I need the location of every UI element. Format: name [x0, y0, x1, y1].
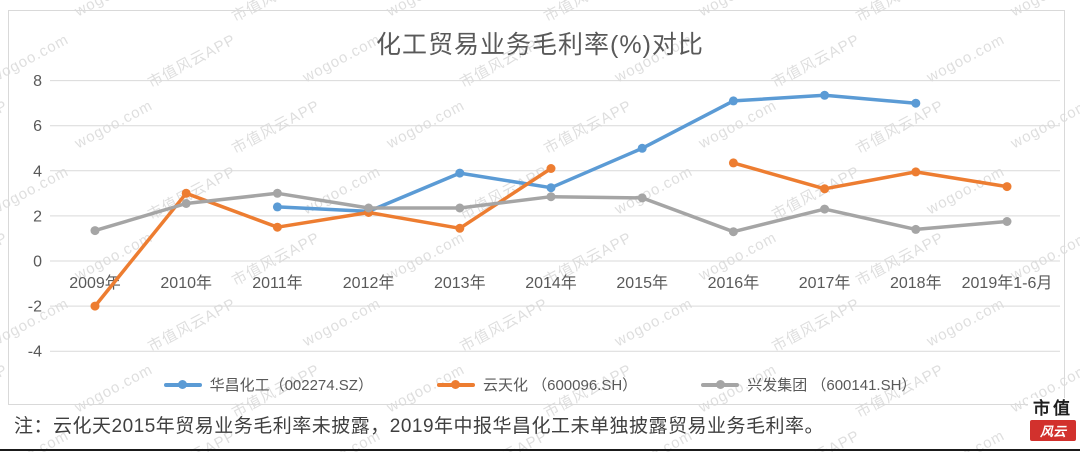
- logo-stamp-icon: 风云: [1030, 420, 1076, 442]
- svg-text:2010年: 2010年: [160, 274, 212, 292]
- svg-text:-4: -4: [28, 344, 42, 361]
- svg-text:4: 4: [33, 163, 42, 180]
- svg-text:2014年: 2014年: [525, 274, 577, 292]
- svg-text:8: 8: [33, 73, 42, 90]
- svg-text:2016年: 2016年: [708, 274, 760, 292]
- svg-text:2011年: 2011年: [252, 274, 302, 292]
- legend-item: 兴发集团 （600141.SH）: [701, 374, 916, 395]
- legend-label: 云天化 （600096.SH）: [482, 377, 638, 394]
- svg-text:-2: -2: [28, 299, 42, 316]
- note-row: 注：云化天2015年贸易业务毛利率未披露，2019年中报华昌化工未单独披露贸易业…: [14, 411, 1018, 438]
- shizhifengyun-logo: 市值 风云: [1028, 398, 1078, 442]
- legend-line-marker-icon: [436, 380, 475, 389]
- svg-text:2017年: 2017年: [799, 274, 851, 292]
- chart-title: 化工贸易业务毛利率(%)对比: [376, 31, 704, 59]
- svg-text:0: 0: [33, 254, 42, 271]
- legend-item: 华昌化工（002274.SZ）: [163, 374, 373, 395]
- legend-line-marker-icon: [701, 380, 740, 389]
- legend-label: 华昌化工（002274.SZ）: [209, 377, 373, 394]
- legend-line-marker-icon: [163, 380, 202, 389]
- svg-text:2013年: 2013年: [434, 274, 486, 292]
- svg-text:6: 6: [33, 118, 42, 135]
- svg-text:2019年1-6月: 2019年1-6月: [962, 274, 1053, 292]
- legend-label: 兴发集团 （600141.SH）: [747, 377, 917, 394]
- chart-border: [8, 10, 1065, 405]
- logo-top-text: 市值: [1033, 399, 1073, 418]
- note-text: 注：云化天2015年贸易业务毛利率未披露，2019年中报华昌化工未单独披露贸易业…: [14, 416, 825, 437]
- svg-text:2: 2: [33, 208, 42, 225]
- bottom-rule: [0, 449, 1080, 451]
- chart-legend: 华昌化工（002274.SZ） 云天化 （600096.SH） 兴发集团 （6001…: [0, 374, 1080, 395]
- svg-text:2015年: 2015年: [616, 274, 668, 292]
- legend-item: 云天化 （600096.SH）: [436, 374, 638, 395]
- svg-text:2012年: 2012年: [343, 274, 395, 292]
- svg-text:2018年: 2018年: [890, 274, 942, 292]
